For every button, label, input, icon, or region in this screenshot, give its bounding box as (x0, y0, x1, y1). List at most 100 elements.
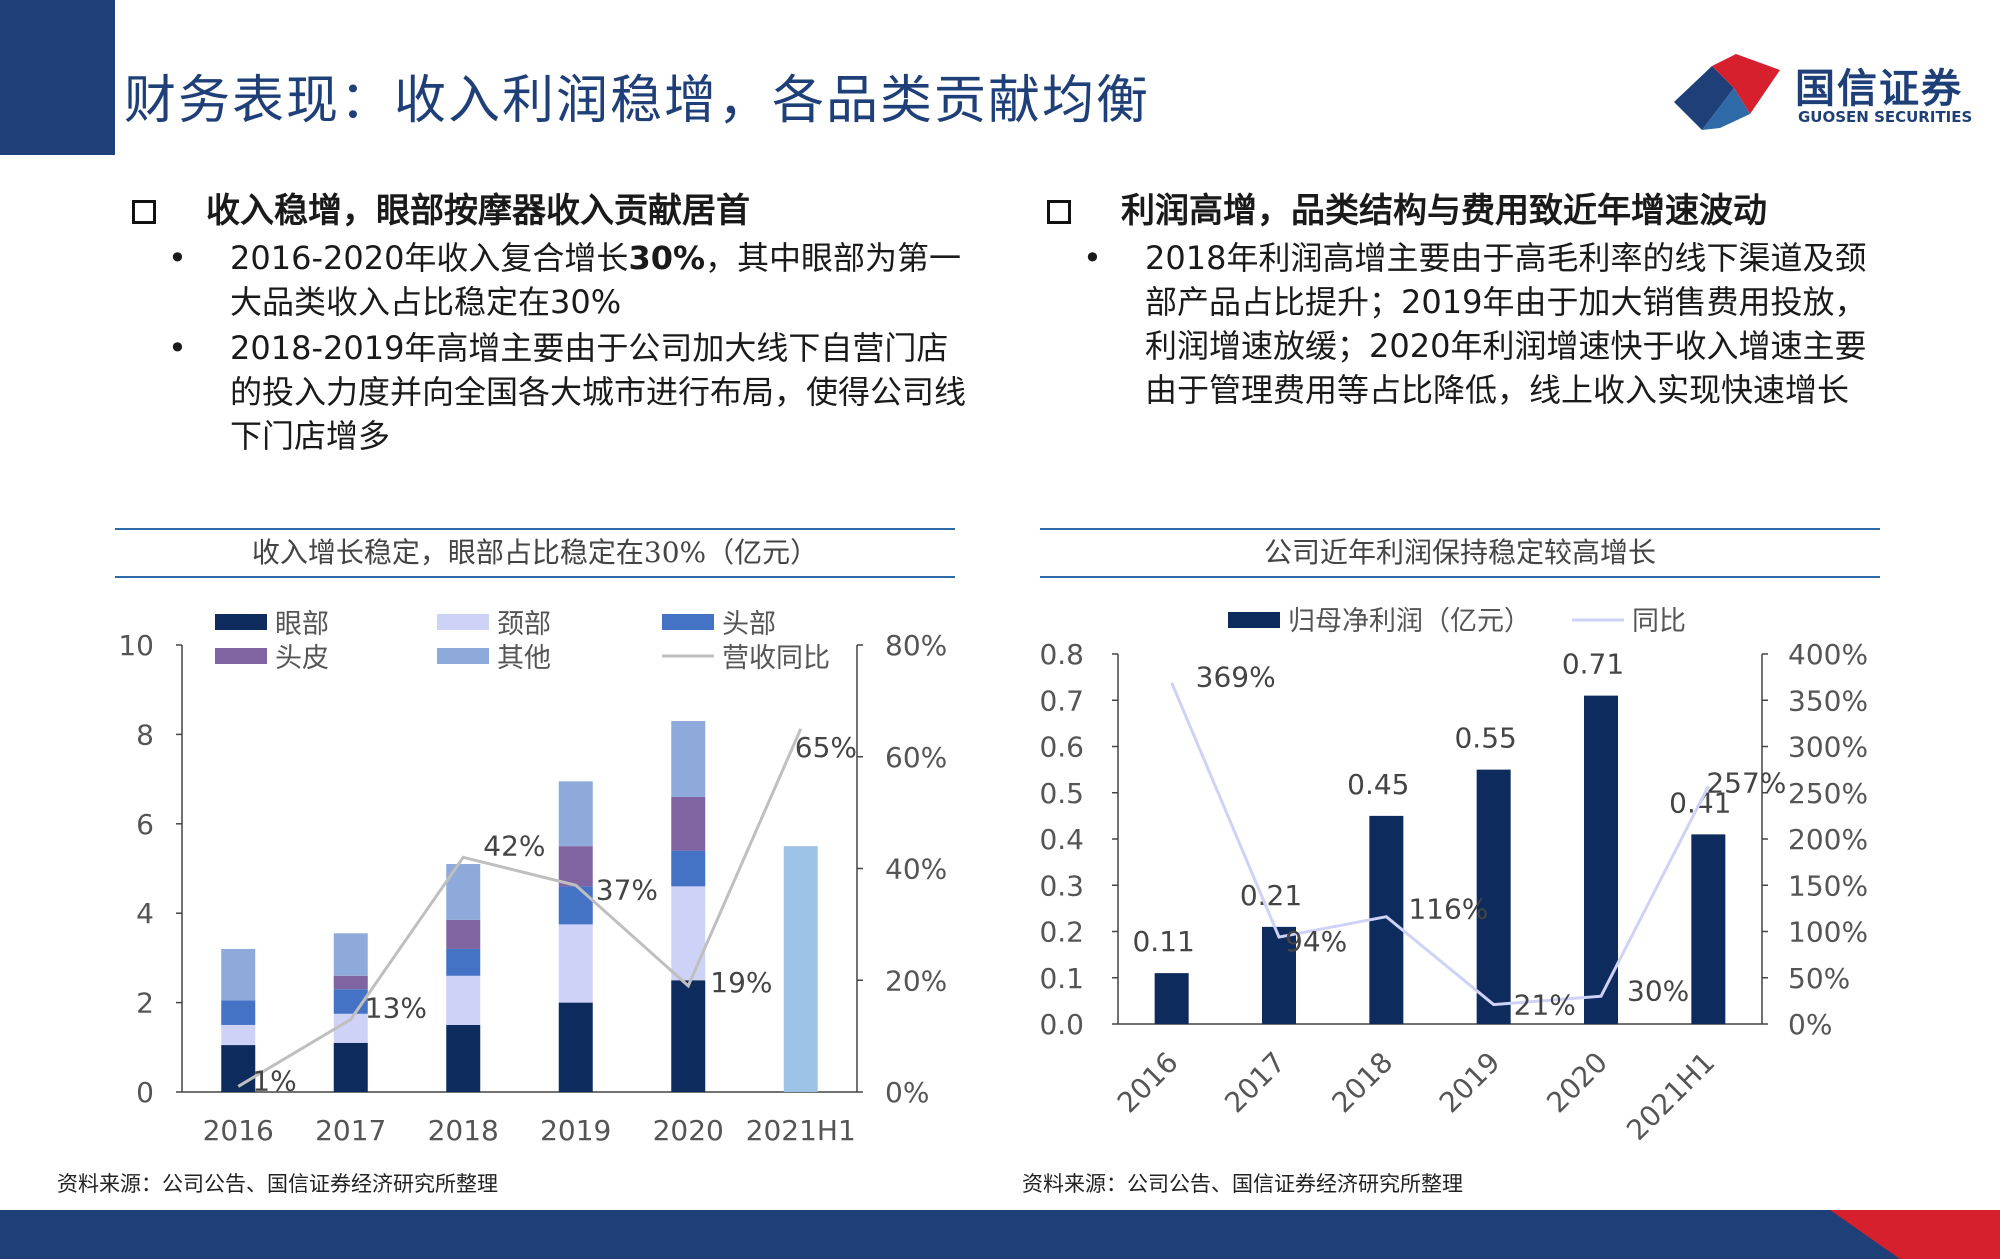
revenue-chart-source: 资料来源：公司公告、国信证券经济研究所整理 (57, 1172, 498, 1196)
y2-tick-label: 250% (1788, 777, 1868, 810)
bar-segment (558, 1002, 593, 1092)
y2-tick-label: 40% (885, 853, 947, 886)
right-bullet-1-text: 2018年利润高增主要由于高毛利率的线下渠道及颈部产品占比提升；2019年由于加… (1145, 239, 1867, 409)
bar-segment (671, 850, 706, 887)
data-label: 369% (1196, 661, 1276, 694)
bar-segment (221, 1045, 256, 1092)
data-label: 30% (1627, 974, 1689, 1007)
legend-label: 营收同比 (722, 643, 830, 674)
guosen-logo: 国信证券 GUOSEN SECURITIES (1672, 52, 1972, 132)
growth-line (237, 728, 803, 1088)
bar-segment (558, 781, 593, 847)
right-summary: 利润高增，品类结构与费用致近年增速波动 • 2018年利润高增主要由于高毛利率的… (1043, 188, 1883, 412)
left-bullet-1-part-c: ，其中眼部为第一大品类收入占比稳定在30% (230, 239, 962, 321)
bar-segment (671, 980, 706, 1092)
y2-tick-label: 100% (1788, 916, 1868, 949)
y-tick-label: 0 (136, 1076, 154, 1109)
y-tick-label: 0.2 (1039, 916, 1084, 949)
bar (1584, 695, 1618, 1024)
bar-value-label: 0.21 (1240, 879, 1302, 912)
right-heading: 利润高增，品类结构与费用致近年增速波动 (1043, 188, 1883, 234)
bar-segment (558, 886, 593, 925)
left-heading-text: 收入稳增，眼部按摩器收入贡献居首 (206, 191, 750, 231)
growth-line (1170, 682, 1710, 1007)
y-tick-label: 8 (136, 718, 154, 751)
left-bullet-1-bold: 30% (628, 239, 706, 277)
left-bullet-1-part-a: 2016-2020年收入复合增长 (230, 239, 629, 277)
y-tick-label: 6 (136, 808, 154, 841)
y2-tick-label: 20% (885, 964, 947, 997)
bar-segment (333, 933, 368, 976)
data-label: 19% (710, 966, 772, 999)
y-tick-label: 0.0 (1039, 1008, 1084, 1041)
legend-label: 眼部 (275, 609, 329, 640)
y2-tick-label: 50% (1788, 962, 1850, 995)
legend-label: 归母净利润（亿元） (1288, 606, 1531, 637)
data-label: 21% (1514, 989, 1576, 1022)
y2-tick-label: 60% (885, 741, 947, 774)
x-tick-label: 2017 (1218, 1046, 1292, 1120)
revenue-chart-title: 收入增长稳定，眼部占比稳定在30%（亿元） (115, 528, 955, 578)
left-heading: 收入稳增，眼部按摩器收入贡献居首 (128, 188, 968, 234)
checkbox-square-icon (1047, 200, 1071, 224)
bar-value-label: 0.45 (1347, 768, 1409, 801)
y-tick-label: 0.8 (1039, 638, 1084, 671)
legend-swatch (215, 614, 267, 630)
bar (1691, 834, 1726, 1024)
page-title: 财务表现：收入利润稳增，各品类贡献均衡 (124, 71, 1151, 131)
y2-tick-label: 200% (1788, 823, 1868, 856)
data-label: 37% (596, 873, 658, 906)
y-tick-label: 0.5 (1039, 777, 1084, 810)
right-bullet-1: • 2018年利润高增主要由于高毛利率的线下渠道及颈部产品占比提升；2019年由… (1043, 236, 1883, 412)
data-label: 1% (252, 1064, 296, 1097)
y2-tick-label: 150% (1788, 869, 1868, 902)
x-tick-label: 2019 (1433, 1046, 1507, 1120)
y2-tick-label: 400% (1788, 638, 1868, 671)
legend-swatch (662, 614, 714, 630)
data-label: 65% (795, 731, 857, 764)
left-bullet-2-text: 2018-2019年高增主要由于公司加大线下自营门店的投入力度并向全国各大城市进… (230, 329, 967, 455)
y-tick-label: 0.4 (1039, 823, 1084, 856)
bar (1154, 973, 1189, 1024)
y2-tick-label: 350% (1788, 684, 1868, 717)
left-bullet-2: • 2018-2019年高增主要由于公司加大线下自营门店的投入力度并向全国各大城… (128, 326, 968, 458)
x-tick-label: 2020 (1540, 1046, 1614, 1120)
x-tick-label: 2019 (540, 1114, 611, 1147)
y-tick-label: 0.3 (1039, 869, 1084, 902)
checkbox-square-icon (132, 200, 156, 224)
legend-swatch (1228, 612, 1280, 628)
bar-segment (333, 975, 368, 990)
bar-segment (446, 948, 481, 976)
bar-segment (221, 1000, 256, 1025)
x-tick-label: 2016 (1111, 1046, 1185, 1120)
logo-cn-text: 国信证券 (1795, 66, 1963, 112)
data-label: 13% (365, 991, 427, 1024)
bar (1476, 769, 1511, 1024)
bar-segment (446, 975, 481, 1025)
bar-segment (671, 886, 706, 981)
y2-tick-label: 0% (1788, 1008, 1832, 1041)
footer-bar (0, 1210, 2000, 1259)
bullet-dot-icon: • (168, 239, 187, 277)
y2-tick-label: 0% (885, 1076, 929, 1109)
bullet-dot-icon: • (168, 329, 187, 367)
legend-label: 同比 (1632, 606, 1686, 637)
legend-swatch (437, 614, 489, 630)
bar-segment (221, 948, 256, 1001)
y-tick-label: 10 (118, 629, 154, 662)
x-tick-label: 2016 (203, 1114, 274, 1147)
legend-label: 头部 (722, 609, 776, 640)
data-label: 94% (1285, 925, 1347, 958)
y-tick-label: 0.1 (1039, 962, 1084, 995)
y-tick-label: 0.7 (1039, 684, 1084, 717)
bar-segment (446, 1024, 481, 1092)
guosen-logo-icon (1674, 54, 1780, 130)
y-tick-label: 0.6 (1039, 731, 1084, 764)
bar-value-label: 0.11 (1132, 925, 1194, 958)
x-tick-label: 2020 (653, 1114, 724, 1147)
left-summary: 收入稳增，眼部按摩器收入贡献居首 • 2016-2020年收入复合增长30%，其… (128, 188, 968, 458)
bar-segment (671, 796, 706, 851)
x-tick-label: 2021H1 (746, 1114, 856, 1147)
x-tick-label: 2018 (1326, 1046, 1400, 1120)
